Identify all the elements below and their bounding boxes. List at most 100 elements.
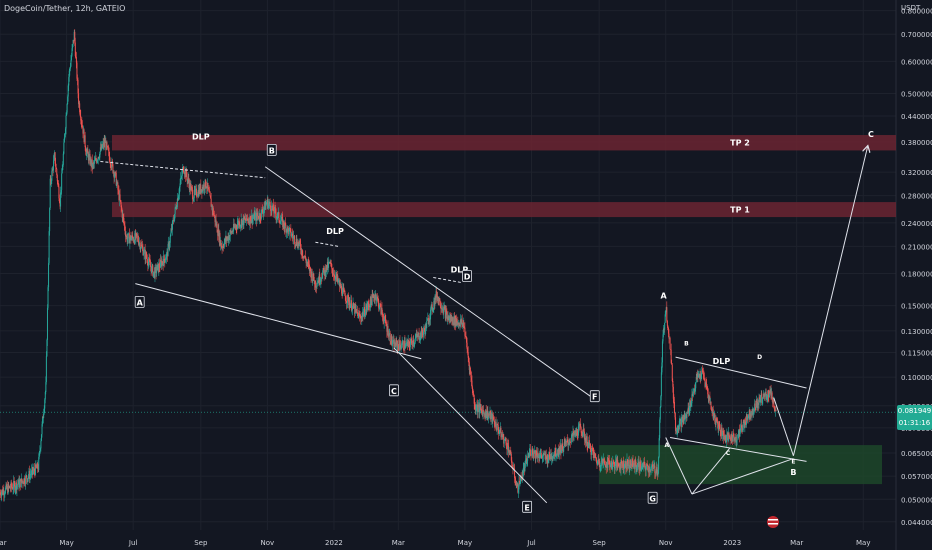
candle-body <box>714 413 716 422</box>
candle-body <box>446 316 448 320</box>
candle-body <box>621 460 623 464</box>
candle-body <box>287 226 289 233</box>
candle-body <box>279 221 281 224</box>
candle-body <box>481 410 483 416</box>
candle-body <box>361 312 363 316</box>
candle-body <box>22 481 24 484</box>
candle-body <box>741 425 743 428</box>
candle-body <box>306 262 308 264</box>
candle-body <box>392 340 394 344</box>
candle-body <box>540 452 542 456</box>
candle-body <box>143 253 145 256</box>
candle-body <box>660 372 662 397</box>
candle-body <box>712 409 714 413</box>
last-price-tag: 0.081949 01:31:16 <box>897 405 932 431</box>
candle-body <box>485 409 487 418</box>
candle-body <box>583 428 585 432</box>
candle-body <box>313 280 315 285</box>
candle-body <box>149 258 151 261</box>
candle-body <box>71 48 73 56</box>
candle-body <box>309 267 311 272</box>
candle-body <box>493 420 495 425</box>
candle-body <box>727 432 729 441</box>
candle-body <box>216 224 218 233</box>
candle-body <box>563 447 565 452</box>
candle-body <box>199 184 201 193</box>
x-tick-label: Jul <box>526 539 536 547</box>
candle-body <box>655 472 657 474</box>
candle-body <box>307 261 309 264</box>
candle-body <box>538 457 540 459</box>
candle-body <box>637 461 639 463</box>
candle-body <box>133 240 135 242</box>
candle-body <box>709 396 711 404</box>
candle-body <box>76 78 78 80</box>
candle-body <box>247 219 249 221</box>
candle-body <box>391 343 393 345</box>
candle-body <box>152 272 154 276</box>
candle-body <box>312 273 314 280</box>
candle-body <box>64 134 66 138</box>
candle-body <box>665 310 667 315</box>
candle-body <box>134 233 136 244</box>
candle-body <box>162 261 164 263</box>
candle-body <box>569 441 571 443</box>
candle-body <box>743 421 745 423</box>
candle-body <box>48 263 50 288</box>
candle-body <box>219 232 221 245</box>
candle-body <box>623 460 625 470</box>
candle-body <box>408 341 410 346</box>
candle-body <box>492 415 494 420</box>
candle-body <box>761 398 763 403</box>
candle-body <box>168 242 170 245</box>
candle-body <box>544 453 546 455</box>
candle-body <box>721 435 723 437</box>
candle-body <box>165 258 167 261</box>
candle-body <box>735 436 737 443</box>
candle-body <box>137 236 139 241</box>
candle-body <box>610 464 612 467</box>
candle-body <box>718 424 720 430</box>
candle-body <box>339 283 341 287</box>
candle-body <box>237 220 239 226</box>
candle-body <box>526 460 528 464</box>
candle-body <box>712 409 714 419</box>
candle-body <box>167 251 169 257</box>
candle-body <box>347 295 349 303</box>
candle-body <box>510 453 512 461</box>
candle-body <box>357 312 359 319</box>
candle-body <box>684 416 686 420</box>
candle-body <box>527 456 529 457</box>
candle-body <box>770 389 772 399</box>
candle-body <box>578 424 580 427</box>
candle-body <box>211 205 213 211</box>
candle-body <box>50 178 52 182</box>
candle-body <box>524 462 526 472</box>
candle-body <box>547 459 549 463</box>
candle-body <box>671 364 673 381</box>
candle-body <box>487 410 489 419</box>
candle-body <box>594 454 596 458</box>
candle-body <box>641 464 643 469</box>
candle-body <box>646 463 648 467</box>
annotation-label: F <box>592 393 597 402</box>
candle-body <box>589 443 591 452</box>
candle-body <box>458 324 460 327</box>
candle-body <box>25 475 27 484</box>
candle-body <box>687 407 689 414</box>
candle-body <box>460 319 462 324</box>
candle-body <box>88 155 90 161</box>
candle-body <box>229 235 231 240</box>
candle-body <box>539 454 541 456</box>
candle-body <box>651 466 653 468</box>
candle-body <box>314 280 316 285</box>
candle-body <box>698 374 700 376</box>
candle-body <box>494 422 496 427</box>
candle-body <box>431 304 433 311</box>
candle-body <box>664 322 666 330</box>
candle-body <box>113 171 115 178</box>
candle-body <box>288 228 290 235</box>
candle-body <box>597 461 599 465</box>
candle-body <box>547 455 549 463</box>
